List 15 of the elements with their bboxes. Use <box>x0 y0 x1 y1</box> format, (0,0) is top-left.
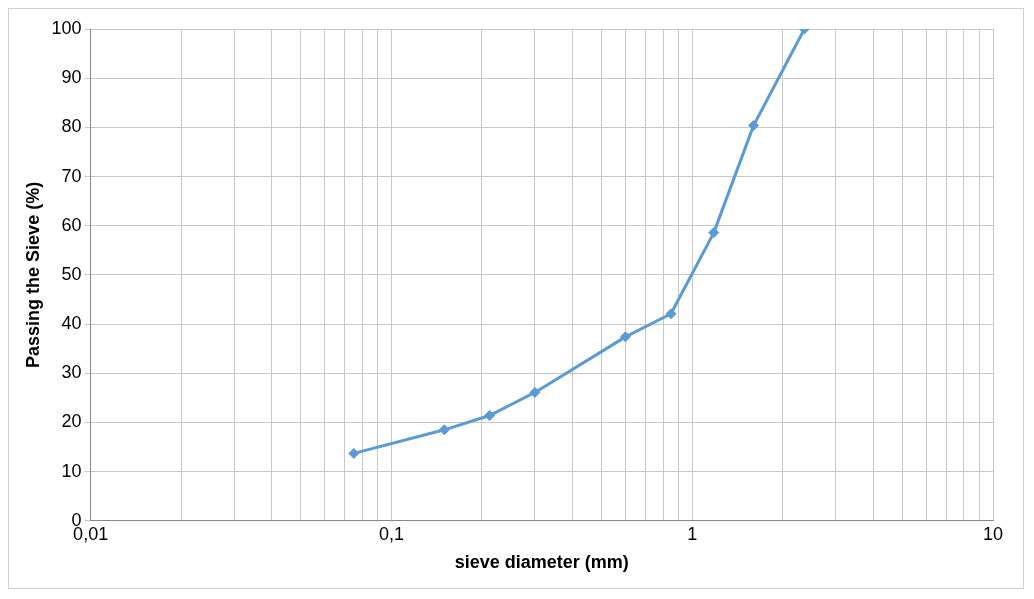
x-tick-label: 10 <box>982 523 1004 544</box>
y-tick-label: 30 <box>61 362 82 383</box>
y-tick-label: 70 <box>61 165 82 186</box>
y-tick-label: 50 <box>61 263 82 284</box>
x-axis-title: sieve diameter (mm) <box>454 552 629 573</box>
y-tick-label: 40 <box>61 313 82 334</box>
y-tick-label: 100 <box>51 17 82 38</box>
y-tick-label: 90 <box>61 67 82 88</box>
x-tick-label: 1 <box>687 523 698 544</box>
x-tick-label: 0,1 <box>378 523 404 544</box>
y-axis-title: Passing the Sieve (%) <box>22 181 43 368</box>
y-tick-label: 10 <box>61 460 82 481</box>
y-tick-label: 60 <box>61 214 82 235</box>
y-tick-label: 20 <box>61 411 82 432</box>
y-tick-label: 80 <box>61 116 82 137</box>
